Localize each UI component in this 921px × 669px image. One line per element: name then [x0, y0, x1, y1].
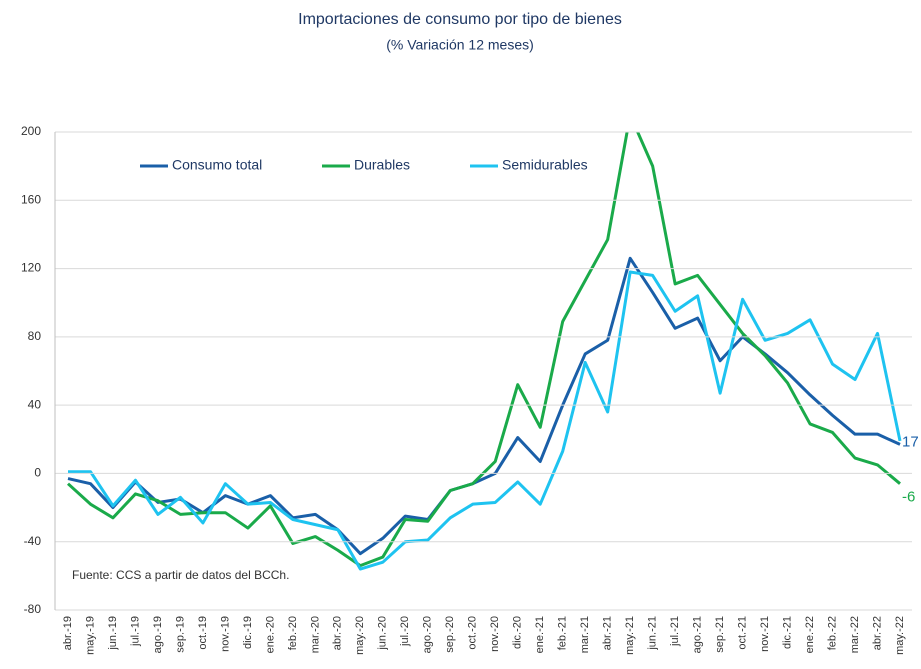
- chart-subtitle: (% Variación 12 meses): [386, 37, 534, 53]
- x-tick-label: nov.-20: [489, 616, 501, 652]
- x-tick-label: jun.-19: [107, 616, 119, 651]
- x-tick-label: oct.-20: [467, 616, 479, 650]
- legend-label: Semidurables: [502, 157, 588, 173]
- x-tick-label: mar.-20: [309, 616, 321, 653]
- end-value-label: -6: [902, 489, 915, 506]
- x-tick-label: feb.-21: [557, 616, 569, 650]
- x-tick-label: ene.-21: [534, 616, 546, 653]
- x-tick-label: may.-22: [894, 616, 906, 655]
- x-tick-label: feb.-20: [287, 616, 299, 650]
- source-note: Fuente: CCS a partir de datos del BCCh.: [72, 568, 289, 582]
- plot-lines: [66, 132, 902, 571]
- line-series: [66, 132, 901, 568]
- x-tick-label: oct.-19: [197, 616, 209, 650]
- legend-label: Durables: [354, 157, 410, 173]
- x-tick-label: dic.-20: [512, 616, 524, 649]
- x-tick-label: jun.-20: [377, 616, 389, 651]
- end-value-label: 17: [902, 433, 919, 450]
- x-tick-label: ene.-20: [264, 616, 276, 653]
- x-tick-label: jul.-21: [669, 616, 681, 647]
- y-tick-label: 120: [21, 261, 41, 275]
- y-tick-label: -40: [24, 534, 42, 548]
- x-tick-label: abr.-19: [62, 616, 74, 650]
- x-tick-label: sep.-19: [174, 616, 186, 653]
- x-tick-label: mar.-22: [849, 616, 861, 653]
- y-tick-label: 40: [28, 397, 42, 411]
- legend-label: Consumo total: [172, 157, 262, 173]
- x-tick-label: may.-20: [354, 616, 366, 655]
- line-series: [68, 270, 902, 571]
- x-tick-label: ene.-22: [804, 616, 816, 653]
- x-tick-label: nov.-21: [759, 616, 771, 652]
- x-tick-label: jun.-21: [647, 616, 659, 651]
- x-tick-label: may.-21: [624, 616, 636, 655]
- x-tick-label: abr.-22: [871, 616, 883, 650]
- x-tick-label: ago.-19: [152, 616, 164, 653]
- x-tick-label: jul.-19: [129, 616, 141, 647]
- x-tick-label: abr.-21: [602, 616, 614, 650]
- x-tick-label: ago.-20: [422, 616, 434, 653]
- x-tick-label: jul.-20: [399, 616, 411, 647]
- y-tick-label: 200: [21, 124, 41, 138]
- y-tick-label: 0: [34, 466, 41, 480]
- y-tick-label: 160: [21, 192, 41, 206]
- x-tick-label: dic.-19: [242, 616, 254, 649]
- x-tick-label: nov.-19: [219, 616, 231, 652]
- x-tick-label: dic.-21: [781, 616, 793, 649]
- chart-title: Importaciones de consumo por tipo de bie…: [298, 11, 622, 28]
- y-tick-label: 80: [28, 329, 42, 343]
- x-tick-label: sep.-20: [444, 616, 456, 653]
- y-tick-label: -80: [24, 602, 42, 616]
- x-tick-label: abr.-20: [332, 616, 344, 650]
- x-tick-label: oct.-21: [737, 616, 749, 650]
- x-tick-label: feb.-22: [826, 616, 838, 650]
- x-tick-label: ago.-21: [692, 616, 704, 653]
- x-tick-label: may.-19: [84, 616, 96, 655]
- x-tick-label: mar.-21: [579, 616, 591, 653]
- x-tick-label: sep.-21: [714, 616, 726, 653]
